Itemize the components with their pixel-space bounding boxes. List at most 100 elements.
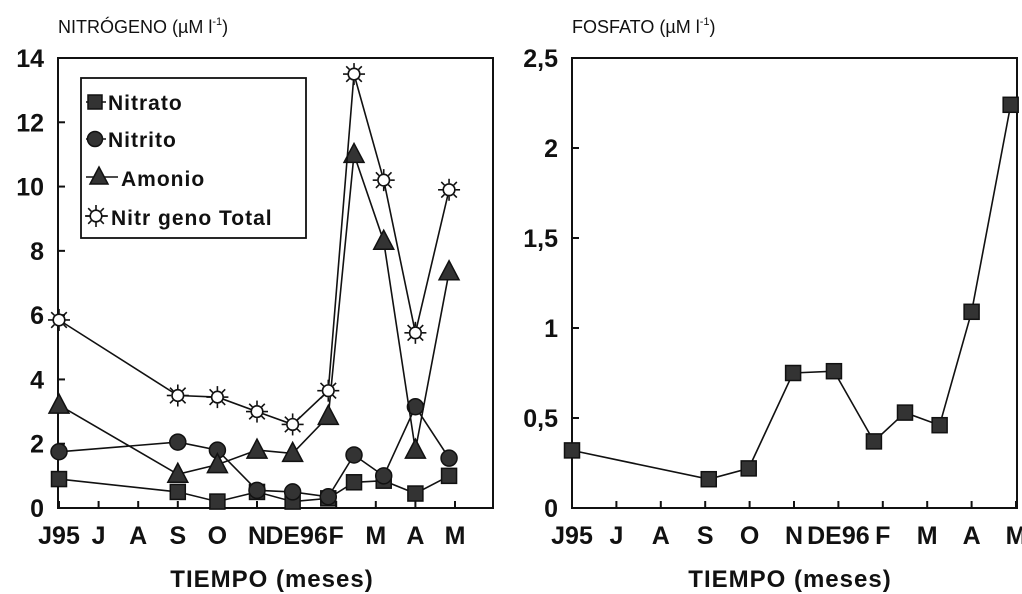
nitrogen-y-ticks: 0 2 4 6 8 10 12 14 [16,45,65,523]
phosphate-x-axis-label: TIEMPO (meses) [688,566,891,593]
phosphate-y-tick-label: 0 [544,495,558,523]
nitrogen-title-sup: -1 [212,16,222,28]
nitrogen-point-circle [440,449,458,467]
nitrogen-point-triangle [47,392,71,414]
legend-item-amonio: Amonio [86,165,205,191]
legend-circle-marker [86,130,104,148]
nitrogen-y-tick-label: 2 [30,431,44,459]
nitrogen-point-circle [50,443,68,461]
nitrogen-x-axis-label: TIEMPO (meses) [170,566,373,593]
nitrogen-y-tick-label: 0 [30,495,44,523]
phosphate-point-square [865,433,883,450]
nitrogen-point-sun [166,383,190,408]
nitrogen-point-sun [316,378,341,403]
legend-item-nitrato: Nitrato [86,92,182,115]
nitrogen-point-circle [319,488,338,506]
nitrogen-x-tick-label: DE96 [265,522,328,550]
phosphate-plot-frame [571,57,1018,509]
nitrogen-point-triangle [317,403,340,426]
nitrogen-x-tick-label: F [329,522,344,550]
legend-triangle-marker [88,165,110,185]
nitrogen-x-ticks: J95 J A S O N DE96 F M A M [38,501,465,550]
phosphate-point-square [825,362,843,380]
nitrogen-point-square [407,485,424,502]
phosphate-title-end: ) [710,17,716,37]
legend-box [80,77,307,239]
nitrogen-x-tick-label: J95 [38,522,80,550]
phosphate-point-square [931,416,948,434]
legend-item-nitrito: Nitrito [86,129,176,152]
nitrogen-point-sun [403,321,428,345]
nitrogen-series [47,62,461,510]
phosphate-x-tick-label: DE96 [807,522,870,550]
nitrogen-x-tick-label: N [248,522,266,550]
phosphate-y-ticks: 0 0,5 1 1,5 2 2,5 [523,45,579,523]
phosphate-y-tick-label: 2,5 [523,45,558,73]
nitrogen-chart-title: NITRÓGENO (µM l-1) [58,16,228,37]
nitrogen-point-triangle [342,141,366,164]
nitrogen-x-tick-label: M [365,522,386,550]
nitrogen-series-line-square [58,475,450,503]
phosphate-y-tick-label: 1,5 [523,225,558,253]
nitrogen-point-sun [205,385,230,409]
phosphate-x-tick-label: O [740,522,759,550]
nitrogen-point-triangle [404,437,427,459]
nitrogen-point-triangle [281,440,304,463]
nitrogen-point-sun [342,62,366,86]
phosphate-x-tick-label: M [1006,522,1022,550]
phosphate-x-tick-label: M [917,522,938,550]
phosphate-point-square [700,470,718,488]
phosphate-y-tick-label: 0,5 [523,405,558,433]
nitrogen-point-sun [245,399,269,424]
phosphate-x-tick-label: A [963,522,981,550]
nitrogen-y-tick-label: 8 [30,238,44,266]
nitrogen-series-line-triangle [58,154,450,476]
legend-item-nitrogeno-total: Nitr geno Total [84,204,273,230]
nitrogen-y-tick-label: 4 [30,366,44,394]
phosphate-x-tick-label: A [652,522,670,550]
nitrogen-point-sun [280,412,305,437]
phosphate-title-sup: -1 [700,16,710,28]
nitrogen-point-sun [437,177,461,202]
nitrogen-point-sun [371,168,396,192]
nitrogen-x-tick-label: A [129,522,147,550]
nitrogen-y-tick-label: 10 [16,174,44,202]
phosphate-series [563,96,1019,488]
nitrogen-point-triangle [372,228,395,250]
nitrogen-point-triangle [166,461,190,483]
nitrogen-legend: Nitrato Nitrito Amonio Nitr geno Total [80,77,307,239]
nitrogen-series-line-sun [58,73,450,426]
nitrogen-point-circle [248,481,266,500]
phosphate-x-tick-label: S [697,522,714,550]
nitrogen-point-circle [169,433,187,451]
nitrogen-point-square [345,474,363,491]
phosphate-title-main: FOSFATO (µM l [572,17,700,37]
nitrogen-title-end: ) [222,17,228,37]
nitrogen-point-triangle [206,451,229,474]
legend-label-nitrogeno-total: Nitr geno Total [111,207,273,230]
phosphate-y-tick-label: 1 [544,315,558,343]
phosphate-chart-title: FOSFATO (µM l-1) [572,16,716,37]
nitrogen-x-tick-label: O [208,522,227,550]
phosphate-point-square [740,460,757,477]
legend-label-amonio: Amonio [121,168,205,191]
nitrogen-point-square [440,467,458,485]
nitrogen-point-square [169,483,187,501]
nitrogen-point-square [50,470,68,488]
phosphate-x-tick-label: F [875,522,890,550]
phosphate-chart: FOSFATO (µM l-1) 00,511,522,5 J95 J A S O N DE… [523,16,1022,593]
nitrogen-series-line-circle [58,405,450,498]
phosphate-x-tick-label: N [785,522,803,550]
nitrogen-x-tick-label: S [169,522,186,550]
phosphate-point-square [963,303,980,321]
nitrogen-y-tick-label: 6 [30,302,44,330]
legend-square-marker [87,94,103,110]
nitrogen-x-tick-label: A [406,522,424,550]
phosphate-point-square [1002,96,1019,114]
phosphate-x-tick-label: J95 [551,522,593,550]
nitrogen-title-main: NITRÓGENO (µM l [58,16,212,37]
phosphate-x-ticks: J95 J A S O N DE96 F M A M [551,501,1022,550]
nitrogen-point-circle [283,483,302,501]
phosphate-x-tick-label: J [609,522,623,550]
